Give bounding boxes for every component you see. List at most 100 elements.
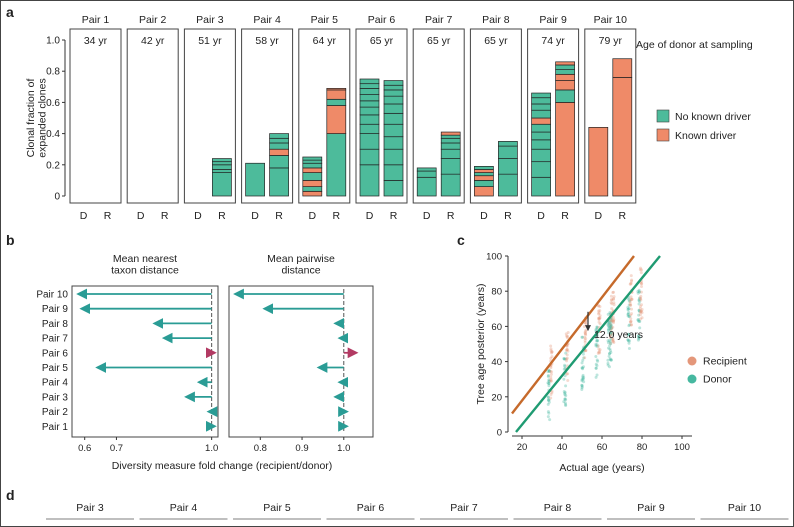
recipient-posterior-sample bbox=[611, 321, 615, 325]
donor-posterior-sample bbox=[638, 326, 642, 330]
recipient-posterior-sample bbox=[583, 332, 587, 336]
recipient-posterior-sample bbox=[629, 295, 633, 299]
donor-posterior-sample bbox=[580, 366, 584, 370]
donor-posterior-sample bbox=[546, 395, 550, 399]
donor-posterior-sample bbox=[595, 344, 599, 348]
clone-segment bbox=[326, 133, 347, 197]
clone-segment bbox=[474, 169, 494, 173]
x-tick-label: 60 bbox=[597, 442, 608, 453]
x-tick-label-R: R bbox=[390, 210, 398, 222]
x-tick-label-R: R bbox=[504, 210, 512, 222]
pair-header-label: Pair 5 bbox=[263, 502, 291, 514]
donor-posterior-sample bbox=[580, 386, 584, 390]
age-label: 51 yr bbox=[198, 35, 222, 47]
donor-posterior-sample bbox=[563, 391, 567, 395]
donor-posterior-sample bbox=[607, 325, 611, 329]
x-axis-label: Diversity measure fold change (recipient… bbox=[112, 460, 333, 472]
recipient-posterior-sample bbox=[582, 324, 586, 328]
donor-posterior-sample bbox=[609, 320, 613, 324]
donor-posterior-sample bbox=[637, 298, 641, 302]
clone-segment bbox=[383, 103, 404, 114]
pair-header bbox=[527, 11, 579, 27]
recipient-posterior-sample bbox=[565, 359, 569, 363]
pair-panel: Pair 9 74 yr D R bbox=[527, 11, 580, 222]
recipient-posterior-sample bbox=[549, 366, 553, 370]
donor-posterior-sample bbox=[563, 401, 567, 405]
donor-posterior-sample bbox=[594, 375, 598, 379]
donor-posterior-sample bbox=[637, 308, 641, 312]
recipient-posterior-sample bbox=[612, 296, 616, 300]
clone-segment bbox=[474, 175, 494, 181]
clone-segment bbox=[383, 80, 404, 86]
recipient-posterior-sample bbox=[628, 303, 632, 307]
recipient-posterior-sample bbox=[598, 351, 602, 355]
recipient-posterior-sample bbox=[549, 379, 553, 383]
pair-title: Pair 5 bbox=[311, 14, 339, 26]
donor-posterior-sample bbox=[610, 318, 614, 322]
recipient-posterior-sample bbox=[629, 297, 633, 301]
donor-posterior-sample bbox=[609, 330, 613, 334]
recipient-posterior-sample bbox=[611, 325, 615, 329]
recipient-posterior-sample bbox=[549, 351, 553, 355]
recipient-posterior-sample bbox=[598, 322, 602, 326]
clone-segment bbox=[383, 164, 404, 181]
row-label: Pair 3 bbox=[42, 392, 69, 403]
donor-posterior-sample bbox=[610, 337, 614, 341]
clone-segment bbox=[531, 123, 551, 133]
donor-posterior-sample bbox=[637, 319, 641, 323]
pair-title: Pair 9 bbox=[539, 14, 567, 26]
clone-segment bbox=[212, 161, 232, 166]
recipient-posterior-sample bbox=[564, 348, 568, 352]
donor-posterior-sample bbox=[627, 332, 631, 336]
donor-posterior-sample bbox=[562, 390, 566, 394]
recipient-posterior-sample bbox=[630, 307, 634, 311]
donor-posterior-sample bbox=[546, 398, 550, 402]
subplot-frame bbox=[228, 285, 374, 438]
clone-segment bbox=[531, 103, 551, 111]
clone-segment bbox=[498, 145, 518, 159]
donor-posterior-sample bbox=[594, 328, 598, 332]
donor-posterior-sample bbox=[581, 375, 585, 379]
age-caption: Age of donor at sampling bbox=[636, 39, 753, 51]
donor-posterior-sample bbox=[582, 365, 586, 369]
recipient-posterior-sample bbox=[629, 319, 633, 323]
recipient-posterior-sample bbox=[565, 334, 569, 338]
legend-label: Recipient bbox=[703, 356, 747, 368]
y-tick-label: 0 bbox=[497, 428, 502, 439]
clone-segment bbox=[212, 172, 232, 197]
clone-segment bbox=[383, 84, 404, 91]
clone-segment bbox=[531, 97, 551, 105]
donor-posterior-sample bbox=[627, 310, 631, 314]
donor-posterior-sample bbox=[627, 333, 631, 337]
donor-posterior-sample bbox=[609, 350, 613, 354]
x-axis-label: Actual age (years) bbox=[559, 462, 644, 474]
donor-posterior-sample bbox=[580, 335, 584, 339]
recipient-posterior-sample bbox=[549, 344, 553, 348]
recipient-posterior-sample bbox=[628, 299, 632, 303]
clone-segment bbox=[383, 112, 404, 125]
donor-posterior-sample bbox=[562, 356, 566, 360]
clone-segment bbox=[440, 148, 461, 159]
donor-posterior-sample bbox=[547, 369, 551, 373]
x-tick-label-D: D bbox=[595, 210, 603, 222]
donor-posterior-sample bbox=[547, 400, 551, 404]
recipient-posterior-sample bbox=[609, 319, 613, 323]
pair-header-label: Pair 3 bbox=[76, 502, 104, 514]
y-tick-label: 0.8 bbox=[46, 67, 60, 78]
donor-posterior-sample bbox=[607, 354, 611, 358]
donor-posterior-sample bbox=[606, 346, 610, 350]
recipient-posterior-sample bbox=[583, 356, 587, 360]
x-tick-label: 1.0 bbox=[337, 443, 350, 454]
y-tick-label: 0.6 bbox=[46, 98, 60, 109]
donor-posterior-sample bbox=[626, 338, 630, 342]
age-label: 42 yr bbox=[141, 35, 165, 47]
x-tick-label-R: R bbox=[447, 210, 455, 222]
clone-segment bbox=[359, 94, 380, 102]
donor-posterior-sample bbox=[608, 339, 612, 343]
row-label: Pair 2 bbox=[42, 407, 69, 418]
recipient-posterior-sample bbox=[583, 330, 587, 334]
pair-box bbox=[69, 28, 122, 204]
clone-segment bbox=[269, 148, 289, 156]
donor-posterior-sample bbox=[595, 358, 599, 362]
donor-posterior-sample bbox=[626, 314, 630, 318]
